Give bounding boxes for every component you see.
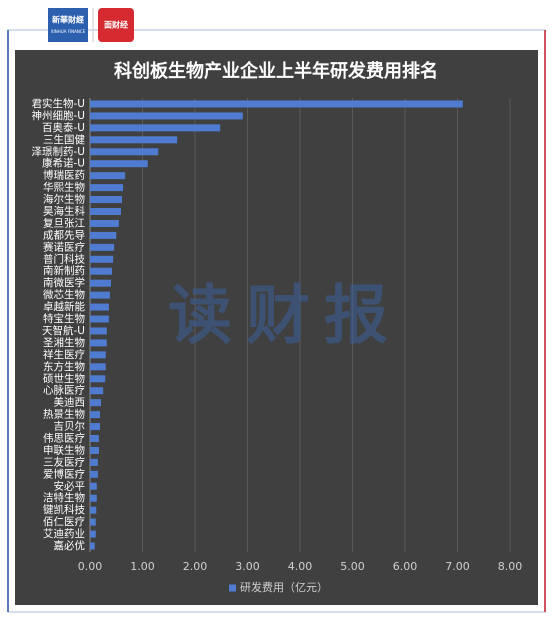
bar bbox=[90, 112, 243, 120]
logo-right bbox=[98, 8, 134, 42]
bar bbox=[90, 351, 106, 359]
y-tick-label: 复旦张江 bbox=[43, 216, 85, 229]
y-tick-label: 佰仁医疗 bbox=[43, 515, 85, 528]
x-tick-label: 1.00 bbox=[130, 560, 155, 573]
bar bbox=[90, 399, 102, 407]
bar bbox=[90, 530, 96, 538]
bar bbox=[90, 184, 124, 192]
y-tick-label: 三生国健 bbox=[43, 133, 85, 146]
y-tick-label: 君实生物-U bbox=[32, 97, 85, 110]
bar bbox=[90, 243, 115, 251]
logo-left-text: 新華財經 bbox=[52, 15, 84, 25]
x-tick-label: 8.00 bbox=[498, 560, 523, 573]
bar bbox=[90, 446, 99, 454]
bar bbox=[90, 327, 107, 335]
y-tick-label: 微芯生物 bbox=[43, 288, 85, 301]
legend-label: 研发费用（亿元） bbox=[240, 580, 328, 594]
y-tick-label: 南新制药 bbox=[43, 264, 85, 277]
bar bbox=[90, 219, 119, 227]
y-tick-label: 海尔生物 bbox=[43, 193, 85, 206]
y-tick-label: 申联生物 bbox=[43, 443, 85, 456]
bar bbox=[90, 435, 99, 442]
logo-left bbox=[48, 8, 88, 42]
y-tick-label: 键凯科技 bbox=[43, 503, 85, 516]
bar bbox=[90, 100, 463, 108]
logo-right-text: 面财经 bbox=[104, 20, 128, 30]
bar bbox=[90, 387, 104, 395]
y-tick-label: 心脉医疗 bbox=[43, 384, 85, 397]
bar bbox=[90, 279, 111, 287]
y-tick-label: 康希诺-U bbox=[42, 157, 85, 170]
y-tick-label: 祥生医疗 bbox=[43, 348, 85, 361]
bar bbox=[90, 363, 106, 371]
y-tick-label: 百奥泰-U bbox=[42, 121, 85, 134]
x-tick-label: 3.00 bbox=[235, 560, 260, 573]
y-tick-label: 东方生物 bbox=[43, 360, 85, 373]
y-tick-label: 泽璟制药-U bbox=[32, 145, 85, 158]
legend-swatch bbox=[229, 584, 236, 592]
y-tick-label: 艾迪药业 bbox=[43, 528, 85, 540]
y-tick-label: 特宝生物 bbox=[43, 312, 85, 325]
bar bbox=[90, 458, 98, 466]
x-tick-label: 4.00 bbox=[288, 560, 313, 573]
y-tick-label: 昊海生科 bbox=[43, 205, 85, 218]
x-tick-label: 5.00 bbox=[340, 560, 365, 573]
y-tick-label: 硕世生物 bbox=[43, 372, 85, 385]
bar bbox=[90, 339, 107, 347]
bar bbox=[90, 255, 114, 263]
logo-left-sub: XINHUA FINANCE bbox=[51, 29, 86, 34]
bar bbox=[90, 315, 109, 323]
bar bbox=[90, 136, 178, 144]
bar bbox=[90, 303, 109, 311]
y-tick-label: 赛诺医疗 bbox=[43, 240, 85, 253]
chart-title: 科创板生物产业企业上半年研发费用排名 bbox=[114, 60, 438, 82]
x-tick-label: 2.00 bbox=[183, 560, 208, 573]
y-tick-label: 爱博医疗 bbox=[43, 467, 85, 480]
y-tick-label: 热景生物 bbox=[43, 408, 85, 421]
bar bbox=[90, 482, 97, 490]
x-tick-label: 0.00 bbox=[78, 560, 103, 573]
bar bbox=[90, 231, 117, 239]
y-tick-label: 安必平 bbox=[54, 479, 86, 492]
y-tick-label: 嘉必优 bbox=[54, 539, 86, 552]
y-tick-label: 博瑞医药 bbox=[43, 169, 85, 182]
y-tick-label: 卓越新能 bbox=[43, 300, 85, 313]
bar bbox=[90, 506, 97, 514]
bar bbox=[90, 423, 100, 431]
x-tick-label: 6.00 bbox=[393, 560, 418, 573]
bar bbox=[90, 124, 221, 132]
bar bbox=[90, 148, 159, 156]
y-tick-label: 吉贝尔 bbox=[54, 420, 86, 433]
plot: 0.00 1.00 2.00 3.00 4.00 5.00 6.00 7.00 8.00 君实生物… bbox=[32, 97, 523, 594]
watermark: 读财报 bbox=[168, 280, 402, 354]
bar bbox=[90, 208, 121, 215]
y-tick-label: 伟思医疗 bbox=[43, 432, 85, 445]
bar bbox=[90, 160, 148, 168]
bar bbox=[90, 375, 106, 383]
y-tick-label: 神州细胞-U bbox=[32, 109, 85, 122]
bar bbox=[90, 267, 113, 275]
bar bbox=[90, 291, 110, 299]
y-tick-label: 成都先导 bbox=[43, 229, 85, 241]
bar bbox=[90, 494, 97, 502]
y-tick-label: 圣湘生物 bbox=[43, 336, 85, 349]
bar bbox=[90, 470, 98, 478]
bar bbox=[90, 172, 126, 180]
y-tick-label: 美迪西 bbox=[54, 396, 86, 409]
y-tick-label: 天智航-U bbox=[42, 324, 85, 337]
bar bbox=[90, 411, 100, 419]
y-tick-label: 普门科技 bbox=[43, 252, 85, 265]
y-tick-label: 华熙生物 bbox=[43, 181, 85, 194]
y-tick-label: 洁特生物 bbox=[43, 491, 85, 504]
bar bbox=[90, 196, 123, 204]
bar bbox=[90, 542, 95, 550]
y-tick-label: 三友医疗 bbox=[43, 455, 85, 468]
bar bbox=[90, 518, 96, 526]
y-tick-label: 南微医学 bbox=[43, 276, 85, 289]
x-tick-label: 7.00 bbox=[445, 560, 470, 573]
